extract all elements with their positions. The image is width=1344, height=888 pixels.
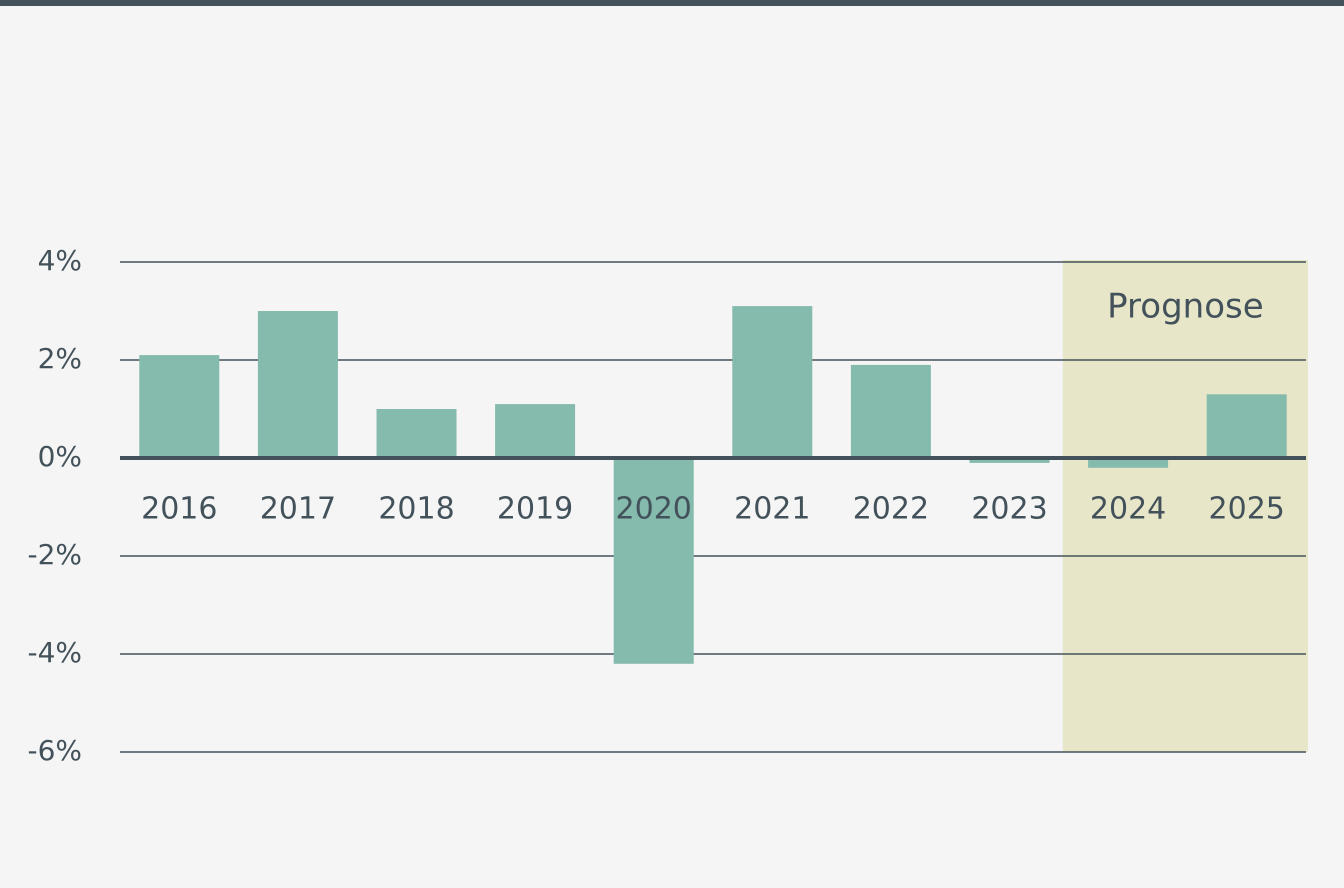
forecast-label: Prognose [1107,287,1264,327]
x-tick-label: 2018 [378,492,454,527]
x-tick-label: 2016 [141,492,217,527]
forecast-region [1062,260,1308,752]
y-tick-label: 0% [38,440,82,473]
bar [1088,458,1169,468]
y-tick-label: 2% [38,342,82,375]
bar [969,458,1050,463]
x-tick-label: 2022 [853,492,929,527]
y-tick-label: -6% [27,734,82,767]
bar [257,311,338,458]
x-tick-label: 2017 [260,492,336,527]
x-tick-label: 2020 [616,492,692,527]
bar [613,458,694,664]
x-tick-label: 2024 [1090,492,1166,527]
x-tick-label: 2021 [734,492,810,527]
bar [376,409,457,458]
bar [850,364,931,458]
x-tick-label: 2023 [971,492,1047,527]
y-tick-label: -2% [27,538,82,571]
x-tick-label: 2019 [497,492,573,527]
x-tick-label: 2025 [1209,492,1285,527]
bar [732,306,813,458]
bar [139,355,220,458]
top-bar [0,0,1344,6]
y-tick-label: 4% [38,244,82,277]
bar [1206,394,1287,458]
bar [495,404,576,458]
y-tick-label: -4% [27,636,82,669]
